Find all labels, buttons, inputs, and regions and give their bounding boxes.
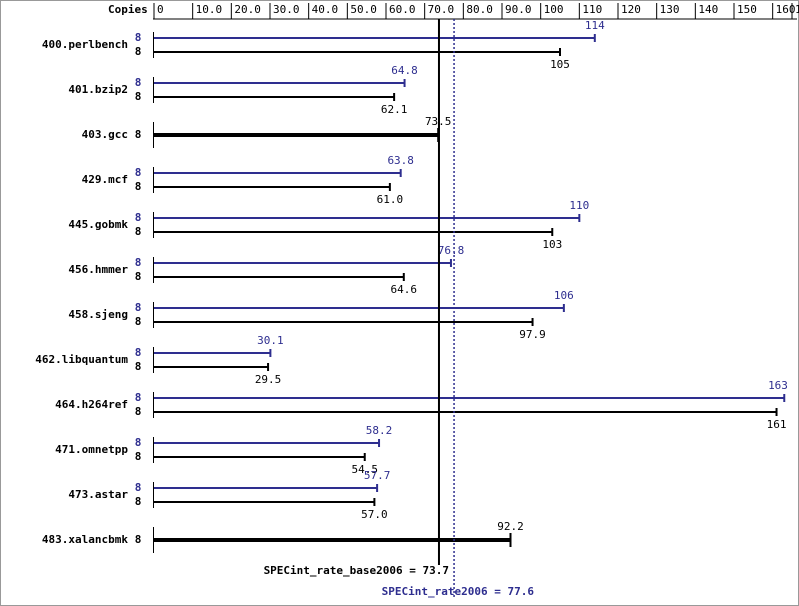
category-label: 445.gobmk [68, 218, 128, 231]
copies-label: 8 [135, 270, 142, 283]
copies-label: 8 [135, 76, 142, 89]
x-tick-label: 150 [737, 3, 757, 16]
value-label: 62.1 [381, 103, 408, 116]
copies-label: 8 [135, 166, 142, 179]
value-label: 63.8 [387, 154, 414, 167]
copies-label: 8 [135, 225, 142, 238]
copies-label: 8 [135, 180, 142, 193]
x-tick-label: 0 [157, 3, 164, 16]
x-tick-label: 120 [621, 3, 641, 16]
category-label: 401.bzip2 [68, 83, 128, 96]
value-label: 64.8 [391, 64, 418, 77]
value-label: 114 [585, 19, 605, 32]
x-tick-label: 130 [660, 3, 680, 16]
category-label: 429.mcf [82, 173, 128, 186]
reference-label: SPECint_rate_base2006 = 73.7 [264, 564, 449, 577]
x-tick-label: 20.0 [234, 3, 260, 16]
value-label: 105 [550, 58, 570, 71]
copies-label: 8 [135, 128, 142, 141]
value-label: 57.0 [361, 508, 388, 521]
category-label: 403.gcc [82, 128, 128, 141]
value-label: 92.2 [497, 520, 524, 533]
copies-label: 8 [135, 360, 142, 373]
value-label: 57.7 [364, 469, 391, 482]
copies-label: 8 [135, 391, 142, 404]
x-tick-label: 70.0 [428, 3, 455, 16]
copies-label: 8 [135, 450, 142, 463]
copies-label: 8 [135, 90, 142, 103]
x-tick-label: 40.0 [312, 3, 339, 16]
x-tick-label: 80.0 [466, 3, 493, 16]
value-label: 54.5 [351, 463, 378, 476]
value-label: 106 [554, 289, 574, 302]
x-tick-label: 110 [582, 3, 602, 16]
x-tick-label: 165 [795, 3, 799, 16]
category-label: 471.omnetpp [55, 443, 128, 456]
copies-label: 8 [135, 45, 142, 58]
x-tick-label: 10.0 [196, 3, 223, 16]
copies-label: 8 [135, 211, 142, 224]
value-label: 161 [767, 418, 787, 431]
value-label: 29.5 [255, 373, 282, 386]
value-label: 103 [542, 238, 562, 251]
value-label: 97.9 [519, 328, 546, 341]
category-label: 456.hmmer [68, 263, 128, 276]
value-label: 64.6 [391, 283, 418, 296]
value-label: 76.8 [438, 244, 465, 257]
value-label: 110 [569, 199, 589, 212]
category-label: 473.astar [68, 488, 128, 501]
x-tick-label: 100 [544, 3, 564, 16]
x-tick-label: 60.0 [389, 3, 416, 16]
x-tick-label: 50.0 [350, 3, 377, 16]
category-label: 483.xalancbmk [42, 533, 128, 546]
copies-label: 8 [135, 495, 142, 508]
reference-label: SPECint_rate2006 = 77.6 [382, 585, 535, 598]
copies-label: 8 [135, 533, 142, 546]
x-tick-label: 160 [776, 3, 796, 16]
copies-label: 8 [135, 31, 142, 44]
category-label: 462.libquantum [35, 353, 128, 366]
copies-label: 8 [135, 481, 142, 494]
copies-label: 8 [135, 315, 142, 328]
category-label: 458.sjeng [68, 308, 128, 321]
copies-label: 8 [135, 301, 142, 314]
x-tick-label: 30.0 [273, 3, 300, 16]
category-label: 464.h264ref [55, 398, 128, 411]
value-label: 163 [768, 379, 788, 392]
copies-header: Copies [108, 3, 148, 16]
copies-label: 8 [135, 256, 142, 269]
category-label: 400.perlbench [42, 38, 128, 51]
x-tick-label: 90.0 [505, 3, 532, 16]
x-tick-label: 140 [698, 3, 718, 16]
value-label: 58.2 [366, 424, 393, 437]
value-label: 61.0 [377, 193, 404, 206]
copies-label: 8 [135, 346, 142, 359]
value-label: 30.1 [257, 334, 284, 347]
copies-label: 8 [135, 405, 142, 418]
copies-label: 8 [135, 436, 142, 449]
